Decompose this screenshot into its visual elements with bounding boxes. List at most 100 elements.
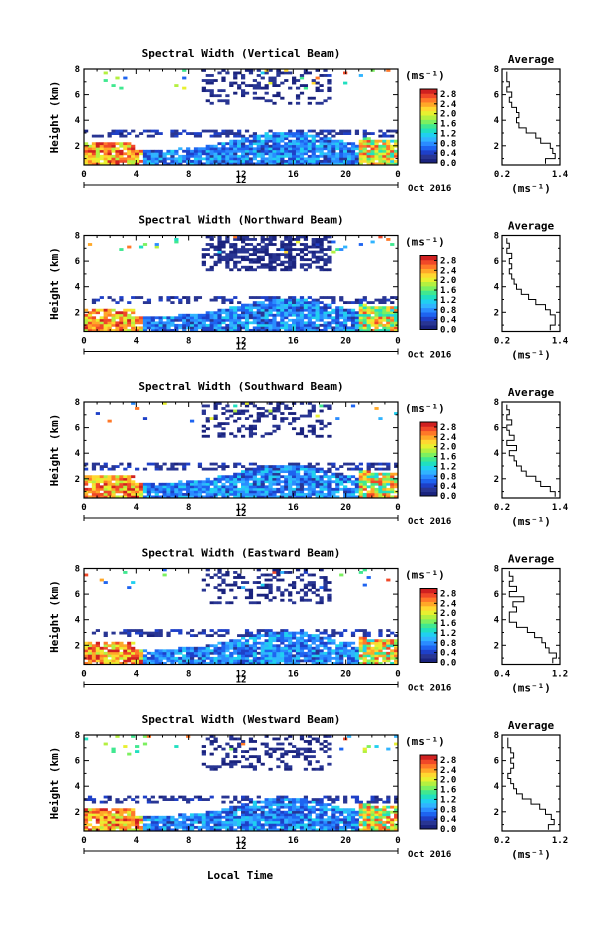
- heatmap-cell: [288, 248, 293, 251]
- heatmap-cell: [370, 639, 375, 643]
- heatmap-cell: [260, 434, 265, 438]
- heatmap-cell: [315, 649, 320, 653]
- heatmap-cell: [299, 255, 305, 259]
- heatmap-cell: [315, 470, 320, 474]
- heatmap-cell: [350, 326, 356, 330]
- heatmap-cell: [335, 152, 340, 156]
- heatmap-cell: [225, 129, 230, 133]
- heatmap-cell: [390, 631, 395, 635]
- heatmap-cell: [248, 591, 254, 595]
- heatmap-cell: [256, 631, 261, 635]
- heatmap-cell: [295, 495, 301, 499]
- heatmap-cell: [327, 636, 332, 640]
- heatmap-cell: [323, 238, 328, 241]
- heatmap-cell: [154, 485, 159, 489]
- heatmap-cell: [123, 477, 128, 481]
- heatmap-cell: [174, 316, 179, 320]
- x-tick-label: 0: [395, 670, 400, 680]
- heatmap-cell: [209, 154, 214, 158]
- heatmap-cell: [362, 495, 367, 499]
- heatmap-cell: [323, 263, 328, 267]
- heatmap-cell: [197, 828, 203, 832]
- heatmap-cell: [366, 154, 371, 158]
- heatmap-cell: [276, 328, 281, 332]
- heatmap-cell: [221, 467, 226, 471]
- heatmap-cell: [382, 639, 387, 643]
- heatmap-cell: [260, 813, 265, 817]
- heatmap-cell: [295, 154, 301, 158]
- heatmap-cell: [162, 820, 167, 824]
- heatmap-cell: [386, 467, 391, 471]
- heatmap-cell: [99, 815, 104, 819]
- heatmap-cell: [327, 422, 332, 426]
- heatmap-cell: [327, 159, 332, 163]
- heatmap-cell: [264, 596, 269, 600]
- heatmap-cell: [248, 808, 254, 812]
- heatmap-cell: [95, 298, 100, 302]
- heatmap-cell: [292, 303, 297, 307]
- heatmap-cell: [295, 470, 301, 474]
- heatmap-cell: [248, 654, 254, 658]
- heatmap-cell: [107, 823, 112, 827]
- heatmap-cell: [217, 487, 222, 491]
- heatmap-cell: [295, 475, 301, 479]
- heatmap-cell: [354, 316, 360, 320]
- heatmap-cell: [303, 157, 309, 161]
- heatmap-cell: [315, 260, 320, 264]
- heatmap-cell: [178, 326, 183, 330]
- heatmap-cell: [135, 328, 140, 332]
- heatmap-cell: [284, 659, 289, 663]
- heatmap-cell: [237, 654, 242, 658]
- heatmap-cell: [323, 641, 328, 645]
- heatmap-cell: [323, 404, 328, 408]
- heatmap-cell: [205, 157, 210, 161]
- heatmap-cell: [146, 631, 152, 635]
- heatmap-cell: [248, 649, 254, 653]
- heatmap-cell: [221, 89, 226, 93]
- heatmap-cell: [276, 573, 281, 577]
- heatmap-cell: [323, 147, 328, 151]
- heatmap-cell: [327, 157, 332, 161]
- heatmap-cell: [107, 815, 112, 819]
- colorbar-segment: [420, 123, 437, 129]
- day-marker-label: 12: [236, 676, 247, 686]
- heatmap-cell: [248, 825, 254, 829]
- heatmap-cell: [280, 591, 285, 595]
- heatmap-cell: [225, 465, 230, 468]
- heatmap-cell: [174, 487, 179, 491]
- heatmap-cell: [335, 480, 340, 484]
- heatmap-cell: [233, 651, 238, 655]
- heatmap-cell: [276, 409, 281, 413]
- heatmap-cell: [343, 159, 348, 163]
- heatmap-cell: [354, 467, 360, 471]
- heatmap-cell: [288, 260, 293, 264]
- heatmap-cell: [382, 132, 387, 135]
- heatmap-cell: [272, 492, 277, 496]
- heatmap-cell: [229, 250, 234, 254]
- heatmap-cell: [217, 308, 222, 312]
- heatmap-cell: [225, 656, 230, 660]
- heatmap-cell: [311, 255, 316, 259]
- heatmap-cell: [107, 308, 112, 312]
- heatmap-cell: [323, 306, 328, 310]
- heatmap-cell: [354, 659, 360, 663]
- x-tick-label: 16: [288, 503, 299, 513]
- heatmap-cell: [280, 253, 285, 257]
- heatmap-cell: [87, 810, 93, 814]
- heatmap-cell: [319, 576, 324, 579]
- heatmap-cell: [248, 152, 254, 156]
- heatmap-cell: [284, 265, 289, 269]
- heatmap-cell: [362, 149, 367, 153]
- heatmap-cell: [303, 134, 309, 138]
- heatmap-cell: [170, 296, 175, 299]
- heatmap-cell: [103, 644, 108, 648]
- colorbar-segment: [420, 422, 437, 427]
- heatmap-cell: [292, 79, 297, 82]
- heatmap-cell: [150, 634, 155, 638]
- heatmap-cell: [233, 412, 238, 415]
- heatmap-cell: [103, 79, 108, 82]
- heatmap-cell: [319, 245, 324, 249]
- heatmap-cell: [174, 462, 179, 466]
- heatmap-cell: [115, 132, 120, 135]
- heatmap-cell: [217, 588, 222, 592]
